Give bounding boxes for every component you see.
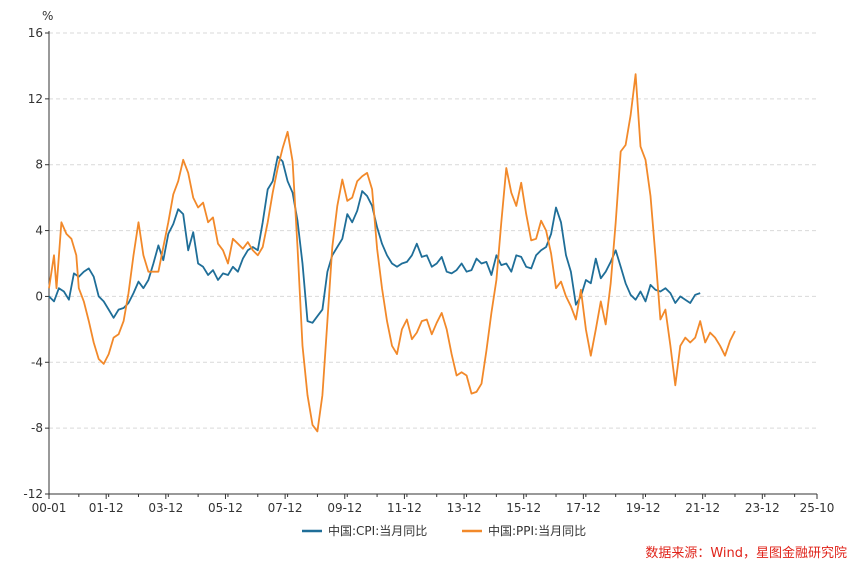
x-tick-label: 23-12	[745, 501, 780, 515]
x-tick-label: 07-12	[268, 501, 303, 515]
legend: 中国:CPI:当月同比 中国:PPI:当月同比	[302, 523, 586, 538]
legend-label-cpi: 中国:CPI:当月同比	[328, 523, 427, 538]
y-tick-label: -4	[31, 355, 43, 369]
y-tick-label: 0	[35, 289, 43, 303]
x-tick-label: 19-12	[626, 501, 661, 515]
x-tick-label: 00-01	[32, 501, 67, 515]
y-axis-ticks: -12 -8 -4 0 4 8 12 16	[23, 26, 49, 501]
source-note: 数据来源：Wind，星图金融研究院	[645, 546, 847, 561]
x-tick-label: 15-12	[506, 501, 541, 515]
series-lines	[48, 73, 736, 433]
x-tick-label: 09-12	[327, 501, 362, 515]
legend-label-ppi: 中国:PPI:当月同比	[488, 523, 586, 538]
y-tick-label: 12	[28, 92, 43, 106]
grid-lines	[49, 32, 817, 429]
y-axis-label: %	[42, 9, 53, 23]
x-tick-label: 21-12	[685, 501, 720, 515]
y-tick-label: 8	[35, 158, 43, 172]
axes	[48, 31, 817, 495]
x-axis-ticks: 00-01 01-12 03-12 05-12 07-12 09-12 11-12 13-12…	[32, 494, 835, 515]
series-line-ppi	[48, 73, 736, 433]
x-tick-label: 03-12	[148, 501, 183, 515]
series-line-cpi	[48, 155, 701, 324]
x-tick-label: 17-12	[566, 501, 601, 515]
x-tick-label: 05-12	[208, 501, 243, 515]
y-tick-label: -12	[23, 487, 43, 501]
x-tick-label: 11-12	[387, 501, 422, 515]
y-tick-label: -8	[31, 421, 43, 435]
x-tick-label: 25-10	[800, 501, 835, 515]
x-tick-label: 01-12	[89, 501, 124, 515]
x-tick-label: 13-12	[447, 501, 482, 515]
y-tick-label: 16	[28, 26, 43, 40]
y-tick-label: 4	[35, 224, 43, 238]
